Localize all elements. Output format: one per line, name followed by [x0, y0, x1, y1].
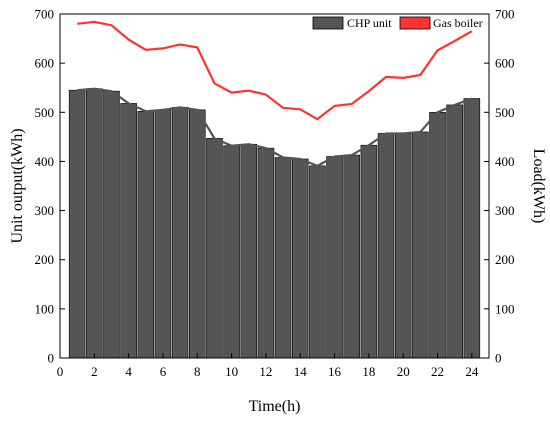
bars-layer — [68, 88, 481, 359]
legend-label-chp-unit: CHP unit — [347, 16, 392, 30]
line-gas-boiler — [77, 20, 473, 121]
bar-chp-unit-8 — [189, 109, 206, 359]
x-tick-label-10: 10 — [225, 364, 238, 379]
legend-swatch-gas-boiler — [399, 16, 431, 30]
bar-chp-unit-7 — [171, 107, 189, 359]
bar-chp-unit-3 — [103, 90, 120, 359]
y-left-tick-label-700: 700 — [35, 7, 55, 22]
x-tick-label-6: 6 — [160, 364, 167, 379]
bar-chp-unit-23 — [446, 104, 463, 359]
bar-chp-unit-11 — [240, 143, 258, 359]
bar-chp-unit-12 — [257, 147, 275, 359]
x-tick-label-0: 0 — [57, 364, 64, 379]
y-right-tick-label-700: 700 — [495, 7, 515, 22]
lines-layer — [77, 20, 473, 168]
plot-frame — [59, 13, 490, 359]
bar-chp-unit-9 — [206, 138, 223, 359]
bar-chp-unit-14 — [291, 158, 309, 359]
y-right-tick-label-400: 400 — [495, 154, 515, 169]
y-left-tick-label-500: 500 — [35, 105, 55, 120]
bar-chp-unit-21 — [412, 131, 429, 359]
bar-chp-unit-17 — [343, 154, 360, 359]
y-axis-title-right: Load(kWh) — [530, 149, 547, 224]
legend-swatch-chp-unit — [312, 16, 344, 30]
y-left-tick-label-600: 600 — [35, 56, 55, 71]
y-axis-title-left: Unit output(kWh) — [9, 128, 26, 243]
x-tick-label-12: 12 — [259, 364, 272, 379]
bar-chp-unit-18 — [360, 144, 378, 359]
y-right-tick-label-100: 100 — [495, 301, 515, 316]
x-tick-label-14: 14 — [294, 364, 308, 379]
bar-chp-unit-22 — [429, 111, 446, 359]
bar-chp-unit-20 — [394, 133, 412, 359]
x-tick-label-8: 8 — [194, 364, 201, 379]
y-right-tick-label-500: 500 — [495, 105, 515, 120]
x-tick-label-16: 16 — [328, 364, 342, 379]
y-right-tick-label-300: 300 — [495, 203, 515, 218]
x-tick-label-20: 20 — [397, 364, 410, 379]
x-tick-label-22: 22 — [431, 364, 444, 379]
y-left-tick-label-400: 400 — [35, 154, 55, 169]
line-chp-unit-outline — [77, 87, 473, 168]
bar-chp-unit-1 — [68, 89, 86, 359]
x-tick-label-18: 18 — [362, 364, 375, 379]
y-right-tick-label-600: 600 — [495, 56, 515, 71]
y-left-tick-label-0: 0 — [48, 351, 55, 366]
bar-chp-unit-10 — [223, 145, 240, 359]
x-tick-label-24: 24 — [465, 364, 479, 379]
y-right-tick-label-200: 200 — [495, 252, 515, 267]
bar-chp-unit-13 — [274, 157, 292, 359]
y-right-tick-label-0: 0 — [495, 351, 502, 366]
legend-label-gas-boiler: Gas boiler — [433, 16, 483, 30]
y-left-tick-label-100: 100 — [35, 301, 55, 316]
bar-chp-unit-5 — [137, 111, 155, 359]
bar-chp-unit-24 — [463, 98, 481, 359]
bar-chp-unit-6 — [154, 109, 172, 359]
bar-chp-unit-2 — [86, 88, 103, 359]
legend: CHP unit Gas boiler — [312, 16, 483, 30]
x-tick-label-2: 2 — [91, 364, 98, 379]
y-left-tick-label-200: 200 — [35, 252, 55, 267]
y-left-tick-label-300: 300 — [35, 203, 55, 218]
x-axis-title: Time(h) — [249, 398, 301, 415]
bar-chp-unit-19 — [377, 133, 395, 359]
bar-chp-unit-15 — [309, 165, 326, 359]
bar-chp-unit-16 — [326, 156, 343, 359]
bar-chp-unit-4 — [120, 103, 137, 359]
x-tick-label-4: 4 — [125, 364, 132, 379]
